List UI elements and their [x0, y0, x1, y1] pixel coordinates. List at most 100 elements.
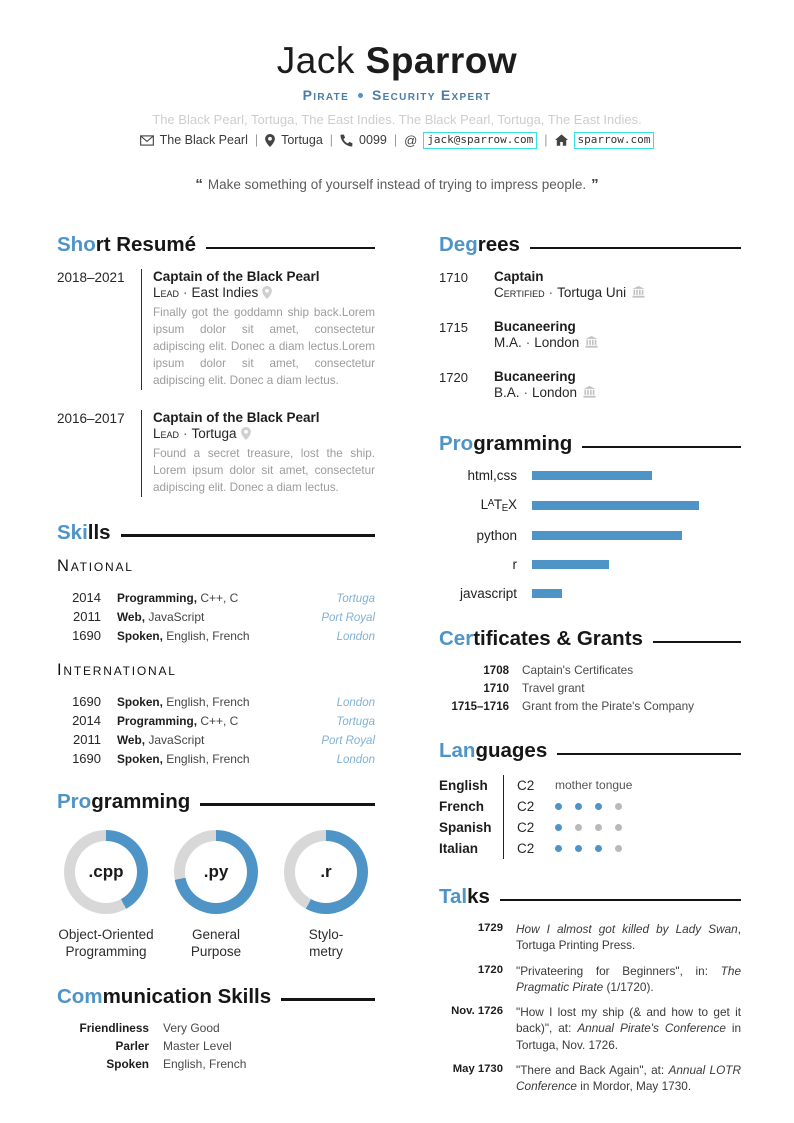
degree-year: 1720 — [439, 369, 468, 385]
degree-subtitle: Certified · Tortuga Uni — [494, 285, 645, 300]
resume-entries: 2018–2021 Captain of the Black Pearl Lead ·… — [57, 268, 375, 497]
section-heading: Deg rees — [439, 233, 741, 257]
skill-row: 1690 Spoken, English, French London — [57, 694, 375, 709]
talk-segment-italic: Annual Pirate's Conference — [577, 1021, 726, 1036]
degree-body: Captain Certified · Tortuga Uni — [494, 269, 645, 300]
bar-label: r — [512, 556, 518, 572]
level-dot-filled — [555, 802, 562, 810]
skill-row: 1690 Spoken, English, French London — [57, 751, 375, 766]
skill-name: Spoken, — [117, 628, 163, 643]
donut-label: .py — [203, 861, 229, 881]
bar-track — [532, 470, 741, 480]
level-dot-filled — [555, 823, 562, 831]
bar-track — [532, 559, 741, 569]
skill-label: Web, JavaScript — [117, 610, 321, 624]
section-certificates: Cer tificates & Grants 1708 Captain's Cert… — [439, 627, 741, 713]
donut-ring: .py — [174, 829, 258, 914]
language-name: French — [439, 798, 485, 814]
skill-place: London — [336, 696, 375, 709]
heading-rest: rees — [477, 232, 520, 256]
contact-line: The Black Pearl | Tortuga | 0099 | @ jack@sparr… — [0, 132, 794, 149]
resume-entry: 2016–2017 Captain of the Black Pearl Lead ·… — [57, 409, 375, 497]
separator: | — [329, 133, 334, 148]
language-rows: English C2 mother tongue French C2 Spanish C2 I… — [439, 774, 741, 859]
talk-segment: "There and Back Again", at: — [516, 1062, 669, 1077]
skill-label: Spoken, English, French — [117, 695, 337, 709]
heading-rest: rt Resumé — [95, 232, 196, 256]
contact-text: Tortuga — [281, 133, 323, 148]
talk-date: Nov. 1726 — [451, 1005, 503, 1018]
skill-row: 2014 Programming, C++, C Tortuga — [57, 590, 375, 605]
certificate-text: Travel grant — [522, 680, 585, 695]
skill-detail: JavaScript — [148, 609, 205, 624]
bar-label: html,css — [467, 467, 517, 483]
talk-segment: "Privateering for Beginners", in: — [516, 963, 721, 978]
heading-rule — [582, 445, 741, 449]
donut-label: .r — [320, 861, 332, 881]
level-dot-filled — [595, 844, 602, 852]
entry-body: Captain of the Black Pearl Lead · Tortuga Fo… — [141, 409, 375, 497]
last-name: Sparrow — [365, 40, 518, 81]
quote-text: Make something of yourself instead of tr… — [207, 176, 587, 192]
degree-subtitle: B.A. · London — [494, 385, 596, 400]
talk-segment: in Mordor, May 1730. — [577, 1079, 692, 1094]
bar-fill — [532, 470, 653, 480]
quote-open-icon: “ — [195, 175, 203, 193]
skill-year: 1690 — [72, 627, 101, 643]
entry-subtitle: Lead · East Indies — [153, 285, 375, 300]
skill-year: 2011 — [73, 731, 101, 747]
certificate-rows: 1708 Captain's Certificates 1710 Travel gra… — [439, 663, 741, 713]
communication-label: Parler — [115, 1038, 149, 1053]
left-column: Sho rt Resumé 2018–2021 Captain of the Bla… — [57, 233, 375, 1119]
donut-chart: .cpp Object-Oriented Programming — [57, 829, 155, 961]
talk-segment-italic: How I almost got killed by Lady Swan — [516, 921, 738, 936]
heading-rest: gramming — [91, 789, 191, 813]
skills-group-heading: International — [57, 660, 177, 679]
donut-charts: .cpp Object-Oriented Programming .py General… — [57, 829, 375, 961]
level-dot-filled — [555, 844, 562, 852]
separator: · — [183, 425, 188, 441]
heading-rest: gramming — [473, 431, 573, 455]
museum-icon — [577, 385, 596, 400]
skill-place: Tortuga — [336, 592, 375, 605]
talk-segment: in Tortuga, Nov. 1726. — [516, 1021, 742, 1052]
talk-rows: 1729 How I almost got killed by Lady Swan… — [439, 921, 741, 1094]
bar-label: LaTeX — [480, 496, 517, 514]
skill-label: Programming, C++, C — [117, 591, 336, 605]
skill-name: Programming, — [117, 590, 197, 605]
skill-year: 2014 — [72, 712, 101, 728]
skill-name: Programming, — [117, 713, 197, 728]
talk-date: 1720 — [477, 963, 503, 976]
location-pin-icon — [265, 133, 275, 147]
section-programming-bars: Pro gramming html,css LaTeX python r javascri… — [439, 432, 741, 601]
skill-label: Programming, C++, C — [117, 714, 336, 728]
bar-chart: html,css LaTeX python r javascript — [439, 468, 741, 601]
entry-body: Captain of the Black Pearl Lead · East Indi… — [141, 268, 375, 390]
skill-place: Port Royal — [321, 734, 375, 747]
phone-icon — [340, 134, 353, 147]
certificate-row: 1710 Travel grant — [439, 681, 741, 695]
talk-date: May 1730 — [452, 1062, 503, 1075]
entry-role: Lead — [153, 284, 180, 300]
skill-detail: English, French — [166, 694, 250, 709]
communication-row: Parler Master Level — [57, 1039, 375, 1053]
contact-link[interactable]: jack@sparrow.com — [423, 132, 538, 149]
donut-chart: .r Stylo-metry — [277, 829, 375, 961]
entry-location: Tortuga — [191, 425, 237, 441]
section-heading: Pro gramming — [439, 432, 741, 456]
contact-link[interactable]: sparrow.com — [573, 132, 655, 149]
resume-entry: 2018–2021 Captain of the Black Pearl Lead ·… — [57, 268, 375, 390]
bar-row: html,css — [439, 468, 741, 483]
section-communication-skills: Com munication Skills Friendliness Very Go… — [57, 985, 375, 1071]
language-extra: mother tongue — [555, 778, 632, 792]
separator: · — [183, 284, 188, 300]
level-dot-empty — [615, 844, 622, 852]
separator: | — [393, 133, 398, 148]
communication-row: Spoken English, French — [57, 1057, 375, 1071]
skills-group-heading: National — [57, 556, 134, 575]
donut-caption: Object-Oriented Programming — [57, 926, 155, 961]
heading-accent: Pro — [57, 789, 92, 813]
section-languages: Lan guages English C2 mother tongue French C2… — [439, 739, 741, 859]
heading-rule — [200, 803, 375, 806]
section-heading: Pro gramming — [57, 790, 375, 814]
